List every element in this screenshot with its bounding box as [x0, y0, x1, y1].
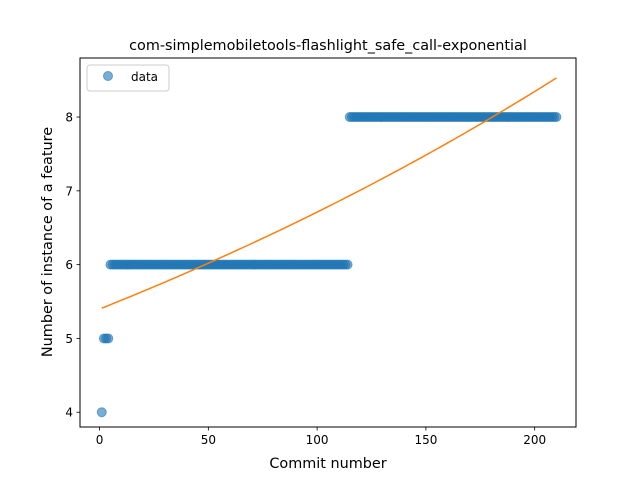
y-axis-ticks: 4 5 6 7 8 — [65, 111, 80, 420]
x-axis-ticks: 0 50 100 150 200 — [96, 427, 546, 447]
legend-marker-data — [103, 71, 113, 81]
y-tick-label: 8 — [65, 111, 73, 125]
x-tick-label: 200 — [523, 433, 546, 447]
y-axis-label: Number of instance of a feature — [40, 127, 56, 357]
x-tick-label: 0 — [96, 433, 104, 447]
x-tick-label: 50 — [201, 433, 216, 447]
x-tick-label: 100 — [306, 433, 329, 447]
x-axis-label: Commit number — [269, 456, 386, 472]
chart-title: com-simplemobiletools-flashlight_safe_ca… — [129, 38, 527, 54]
plot-area — [96, 77, 562, 418]
legend: data — [86, 64, 170, 92]
y-tick-label: 5 — [65, 332, 73, 346]
x-tick-label: 150 — [414, 433, 437, 447]
fit-line — [101, 77, 557, 309]
data-point — [551, 112, 562, 123]
data-point — [342, 259, 353, 270]
data-point — [103, 333, 114, 344]
data-point — [96, 407, 107, 418]
y-tick-label: 4 — [65, 406, 73, 420]
axes-frame — [79, 57, 577, 428]
y-tick-label: 6 — [65, 258, 73, 272]
legend-label-data: data — [131, 70, 158, 84]
y-tick-label: 7 — [65, 184, 73, 198]
